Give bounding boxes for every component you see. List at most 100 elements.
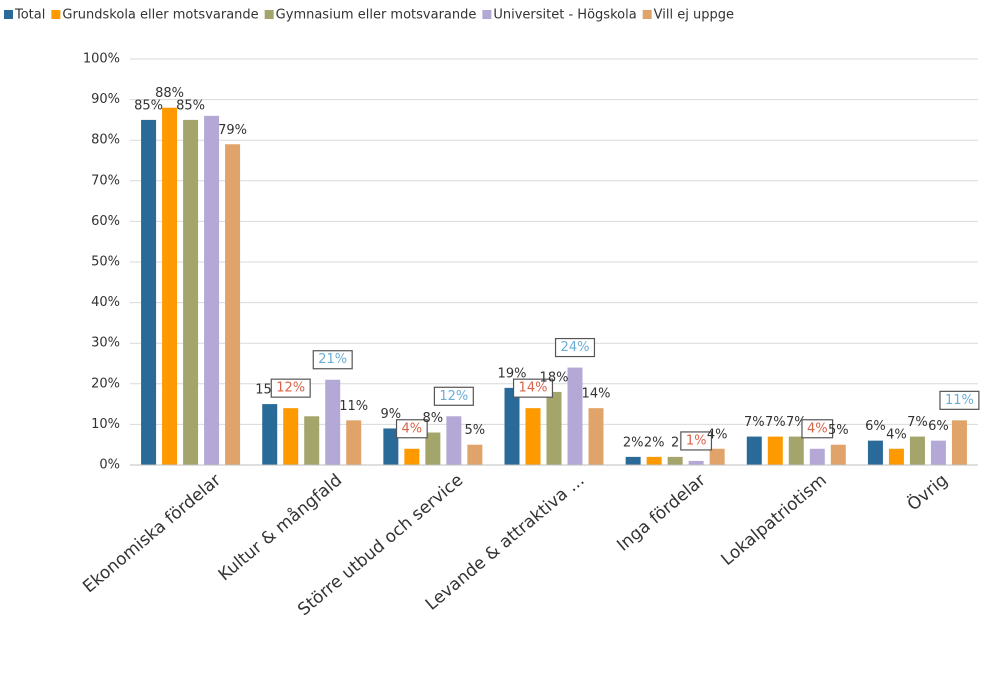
data-label: 24% — [561, 340, 590, 355]
data-label: 79% — [218, 123, 247, 138]
label-box: 4% — [395, 419, 428, 439]
y-tick-label: 80% — [91, 133, 120, 148]
legend-swatch — [4, 10, 13, 19]
label-frame — [801, 419, 834, 439]
legend-label: Gymnasium eller motsvarande — [276, 8, 477, 23]
y-tick-label: 0% — [99, 458, 120, 473]
bar — [588, 408, 604, 465]
legend-swatch — [264, 10, 274, 19]
label-box: 12% — [270, 378, 311, 398]
label-box: 24% — [554, 337, 596, 358]
data-label: 8% — [423, 411, 444, 426]
y-tick-label: 90% — [91, 92, 120, 107]
data-label: 14% — [519, 381, 548, 396]
bar — [567, 367, 583, 465]
bar — [951, 420, 967, 465]
bar — [504, 387, 520, 465]
data-label: 2% — [644, 435, 665, 450]
y-tick-label: 10% — [91, 417, 120, 432]
legend-label: Grundskola eller motsvarande — [62, 8, 258, 23]
data-label: 11% — [339, 399, 368, 414]
data-label: 7% — [907, 415, 928, 430]
data-label: 4% — [707, 427, 728, 442]
legend-swatch — [482, 10, 492, 19]
bar — [225, 144, 241, 465]
bar — [262, 404, 278, 465]
legend-swatch — [642, 10, 652, 19]
bar — [183, 119, 199, 466]
label-frame — [680, 431, 713, 451]
data-label: 88% — [155, 86, 184, 101]
data-label: 1% — [686, 433, 707, 448]
bar — [909, 436, 925, 465]
data-label: 6% — [928, 419, 949, 434]
y-tick-label: 20% — [91, 376, 120, 391]
bar — [304, 416, 320, 465]
data-label: 14% — [582, 387, 611, 402]
bar — [867, 440, 883, 465]
bar — [525, 408, 541, 465]
bar — [425, 432, 441, 465]
bar — [888, 448, 904, 465]
bar — [383, 428, 399, 465]
bar — [709, 448, 725, 465]
label-box: 4% — [801, 419, 834, 439]
x-tick-label: Övrig — [903, 469, 952, 515]
label-frame — [939, 390, 980, 410]
x-tick-label: Ekonomiska fördelar — [79, 470, 225, 597]
data-label: 85% — [134, 98, 163, 113]
bar — [830, 444, 846, 465]
bar — [688, 460, 704, 465]
y-tick-label: 40% — [91, 295, 120, 310]
x-tick-label: Kultur & mångfald — [214, 470, 346, 586]
bar — [404, 448, 420, 465]
bar — [546, 391, 562, 465]
legend-swatch — [51, 10, 61, 19]
data-label: 4% — [886, 427, 907, 442]
label-frame — [554, 337, 596, 358]
bar — [809, 448, 825, 465]
label-box: 21% — [312, 350, 353, 370]
data-label: 12% — [439, 389, 468, 404]
data-label: 12% — [276, 381, 305, 396]
x-tick-label: Inga fördelar — [613, 470, 709, 555]
label-frame — [312, 350, 353, 370]
label-frame — [512, 378, 554, 398]
data-label: 5% — [828, 423, 849, 438]
bar — [467, 444, 483, 465]
bar — [446, 416, 462, 465]
label-frame — [270, 378, 311, 398]
data-label: 2 — [671, 435, 679, 450]
label-box: 1% — [680, 431, 713, 451]
legend-label: Universitet - Högskola — [493, 8, 636, 23]
data-label: 85% — [176, 98, 205, 113]
legend-label: Total — [14, 8, 45, 23]
label-box: 11% — [939, 390, 980, 410]
bar — [788, 436, 804, 465]
data-label: 7% — [765, 415, 786, 430]
x-tick-label: Lokalpatriotism — [717, 470, 830, 570]
bar — [141, 119, 157, 466]
data-label: 7% — [744, 415, 765, 430]
bar — [325, 379, 341, 465]
bar — [746, 436, 762, 465]
bar — [283, 408, 299, 465]
data-label: 9% — [381, 407, 402, 422]
data-label: 2% — [623, 435, 644, 450]
data-label: 11% — [945, 393, 974, 408]
y-tick-label: 100% — [83, 52, 120, 67]
label-frame — [433, 386, 474, 406]
data-label: 21% — [318, 352, 347, 367]
y-tick-label: 60% — [91, 214, 120, 229]
y-tick-label: 30% — [91, 336, 120, 351]
bar — [767, 436, 783, 465]
data-label: 19% — [498, 366, 527, 381]
bar — [625, 456, 641, 465]
data-label: 6% — [865, 419, 886, 434]
data-label: 18% — [540, 370, 569, 385]
label-box: 14% — [512, 378, 554, 398]
label-box: 12% — [433, 386, 474, 406]
data-label: 4% — [807, 421, 828, 436]
y-tick-label: 50% — [91, 255, 120, 270]
